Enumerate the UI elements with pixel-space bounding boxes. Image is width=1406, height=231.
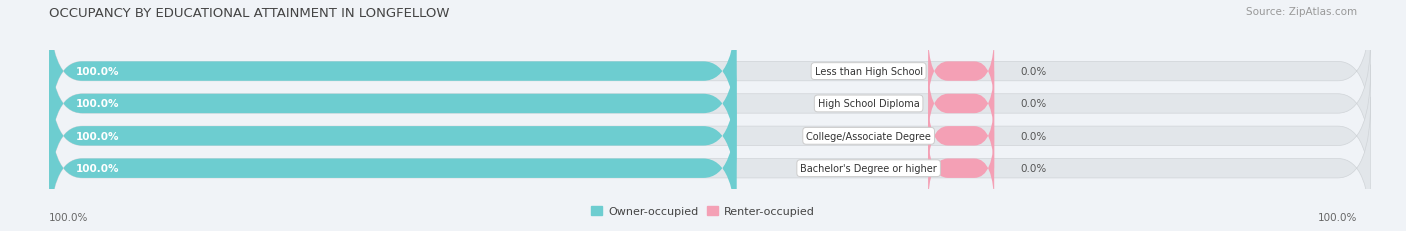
Text: 100.0%: 100.0% <box>49 212 89 222</box>
Text: 0.0%: 0.0% <box>1021 67 1047 77</box>
FancyBboxPatch shape <box>49 33 737 175</box>
Text: High School Diploma: High School Diploma <box>818 99 920 109</box>
Text: College/Associate Degree: College/Associate Degree <box>806 131 931 141</box>
FancyBboxPatch shape <box>49 1 1371 143</box>
FancyBboxPatch shape <box>928 130 994 207</box>
Text: 0.0%: 0.0% <box>1021 99 1047 109</box>
Text: 100.0%: 100.0% <box>1317 212 1357 222</box>
Text: Source: ZipAtlas.com: Source: ZipAtlas.com <box>1246 7 1357 17</box>
Text: 0.0%: 0.0% <box>1021 164 1047 173</box>
Text: 100.0%: 100.0% <box>76 67 120 77</box>
Text: 100.0%: 100.0% <box>76 131 120 141</box>
FancyBboxPatch shape <box>49 65 1371 207</box>
Text: OCCUPANCY BY EDUCATIONAL ATTAINMENT IN LONGFELLOW: OCCUPANCY BY EDUCATIONAL ATTAINMENT IN L… <box>49 7 450 20</box>
FancyBboxPatch shape <box>928 33 994 110</box>
Text: 0.0%: 0.0% <box>1021 131 1047 141</box>
Text: Less than High School: Less than High School <box>814 67 922 77</box>
Text: Bachelor's Degree or higher: Bachelor's Degree or higher <box>800 164 936 173</box>
Text: 100.0%: 100.0% <box>76 99 120 109</box>
FancyBboxPatch shape <box>928 97 994 175</box>
FancyBboxPatch shape <box>49 1 737 143</box>
FancyBboxPatch shape <box>49 97 737 231</box>
FancyBboxPatch shape <box>928 65 994 143</box>
Text: 100.0%: 100.0% <box>76 164 120 173</box>
Legend: Owner-occupied, Renter-occupied: Owner-occupied, Renter-occupied <box>586 202 820 221</box>
FancyBboxPatch shape <box>49 97 1371 231</box>
FancyBboxPatch shape <box>49 33 1371 175</box>
FancyBboxPatch shape <box>49 65 737 207</box>
